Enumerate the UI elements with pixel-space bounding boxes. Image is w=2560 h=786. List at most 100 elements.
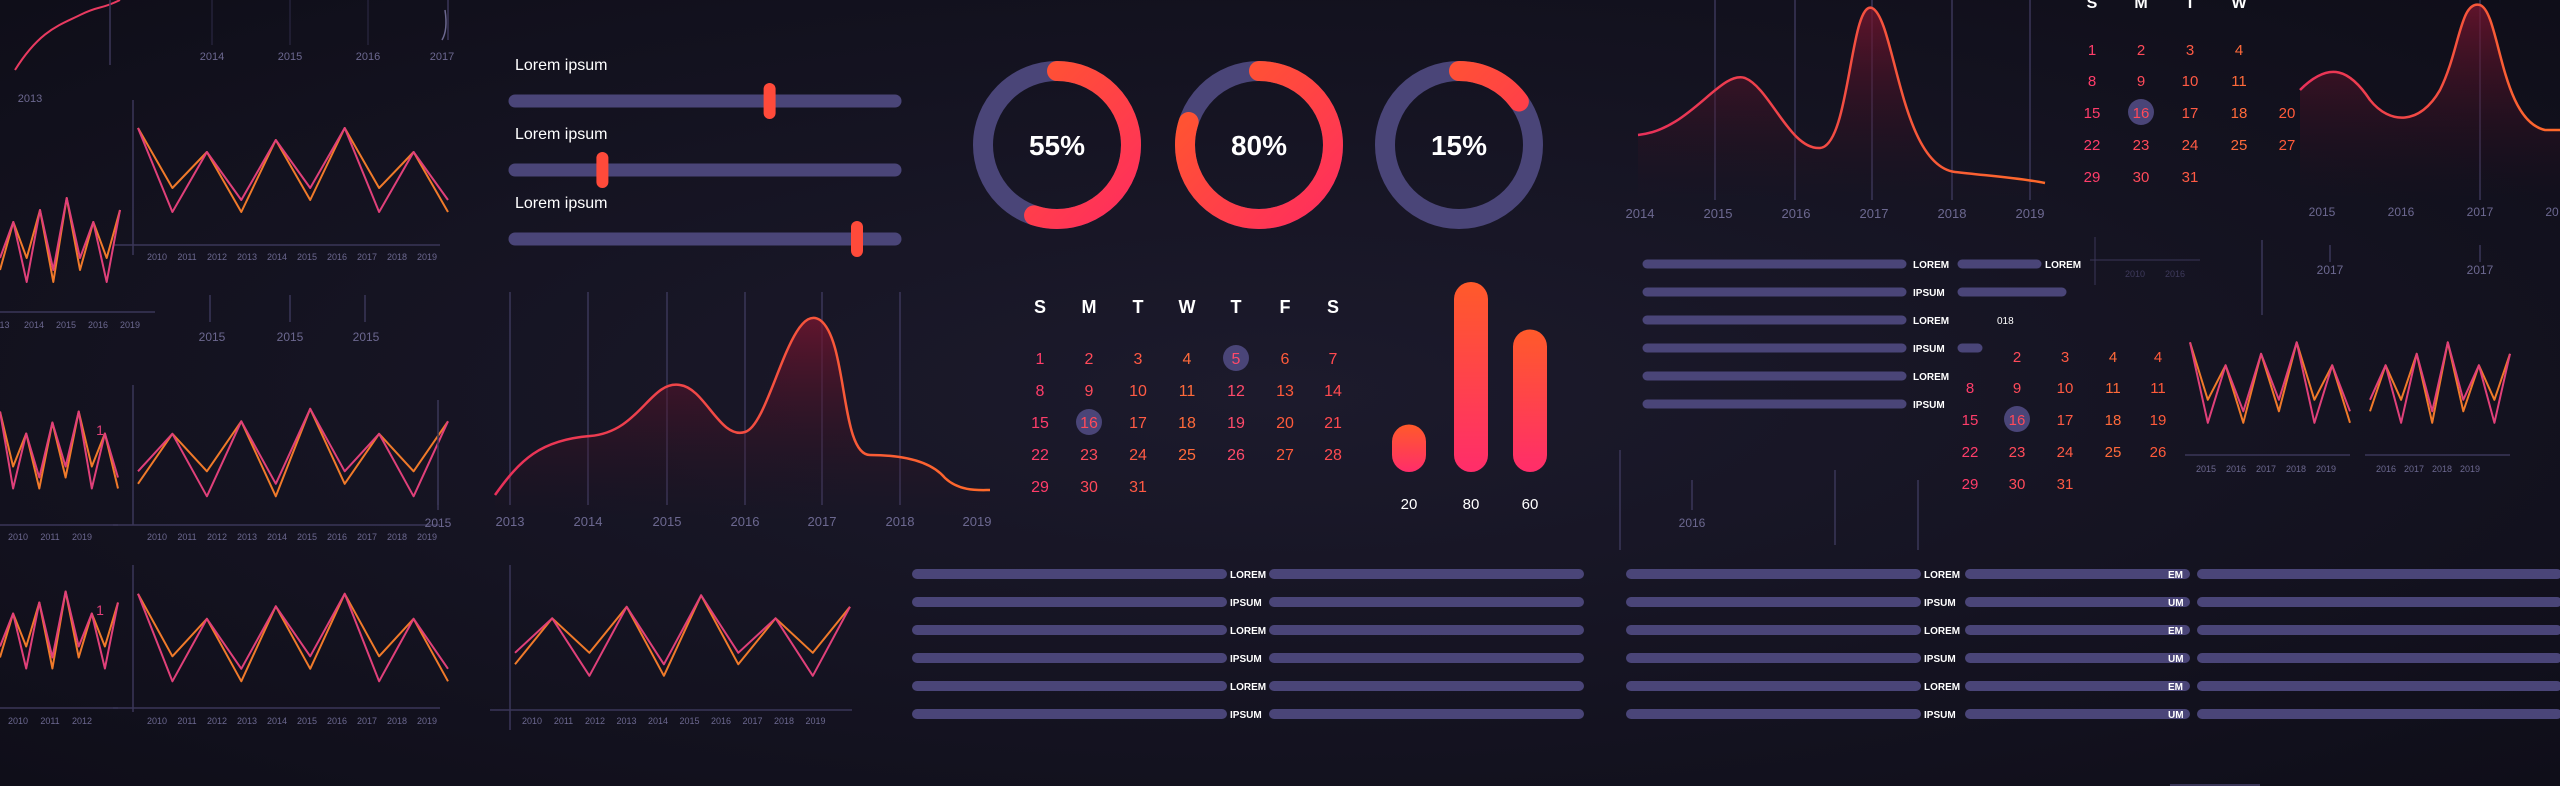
calendar-day[interactable]: 21 xyxy=(1324,415,1342,432)
calendar-day[interactable]: 23 xyxy=(2009,444,2026,461)
calendar-day[interactable]: 17 xyxy=(1129,415,1147,432)
calendar-day[interactable]: 17 xyxy=(2182,105,2199,122)
weekday-label: T xyxy=(1133,297,1144,317)
calendar-day[interactable]: 9 xyxy=(2137,73,2145,90)
calendar-day[interactable]: 25 xyxy=(2231,137,2248,154)
year-tick: 2017 xyxy=(357,532,377,542)
calendar-day[interactable]: 24 xyxy=(1129,447,1147,464)
year-tick: 2015 xyxy=(297,252,317,262)
calendar-day[interactable]: 26 xyxy=(2150,444,2167,461)
calendar-day[interactable]: 1 xyxy=(2088,42,2096,59)
calendar-day[interactable]: 10 xyxy=(2182,73,2199,90)
calendar-day[interactable]: 31 xyxy=(2182,169,2199,186)
calendar-day[interactable]: 1 xyxy=(1036,351,1045,368)
year-tick: 2014 xyxy=(24,320,44,330)
calendar-day[interactable]: 16 xyxy=(2009,412,2026,429)
slider-handle[interactable] xyxy=(763,83,776,119)
calendar-day[interactable]: 7 xyxy=(1329,351,1338,368)
year-label: 2015 xyxy=(277,330,304,344)
year-tick: 2017 xyxy=(2467,205,2494,219)
calendar-day[interactable]: 11 xyxy=(2105,380,2121,397)
donut-group: 55% 80% 15% xyxy=(973,61,1543,229)
calendar-day[interactable]: 4 xyxy=(2235,42,2243,59)
calendar-day[interactable]: 15 xyxy=(1962,412,1979,429)
calendar-day[interactable]: 29 xyxy=(1962,476,1979,493)
calendar-day[interactable]: 22 xyxy=(1962,444,1979,461)
weekday-label: M xyxy=(2134,0,2147,12)
calendar-day[interactable]: 17 xyxy=(2057,412,2074,429)
calendar-day[interactable]: 10 xyxy=(2057,380,2074,397)
calendar-day[interactable]: 4 xyxy=(2154,349,2162,366)
year-tick: 20 xyxy=(2545,205,2559,219)
calendar-day[interactable]: 12 xyxy=(1227,383,1245,400)
calendar-day[interactable]: 27 xyxy=(1276,447,1294,464)
calendar-day[interactable]: 3 xyxy=(2061,349,2069,366)
year-tick: 2011 xyxy=(554,716,573,726)
calendar-day[interactable]: 15 xyxy=(2084,105,2101,122)
calendar-day[interactable]: 31 xyxy=(1129,479,1147,496)
calendar-day[interactable]: 25 xyxy=(1178,447,1196,464)
calendar-day[interactable]: 2 xyxy=(2137,42,2145,59)
calendar-day[interactable]: 19 xyxy=(2150,412,2167,429)
calendar-day[interactable]: 8 xyxy=(2088,73,2096,90)
calendar-day[interactable]: 23 xyxy=(2133,137,2150,154)
progress-label: EM xyxy=(2168,682,2183,693)
calendar-day[interactable]: 22 xyxy=(2084,137,2101,154)
day-highlight xyxy=(1223,345,1249,371)
calendar-day[interactable]: 27 xyxy=(2279,137,2296,154)
calendar-day[interactable]: 26 xyxy=(1227,447,1245,464)
calendar-day[interactable]: 11 xyxy=(1179,383,1196,400)
calendar-day[interactable]: 16 xyxy=(2133,105,2150,122)
day-highlight xyxy=(2004,406,2030,432)
calendar-day[interactable]: 2 xyxy=(1085,351,1094,368)
donut-arc xyxy=(1375,61,1543,229)
calendar-day[interactable]: 3 xyxy=(2186,42,2194,59)
calendar-day[interactable]: 15 xyxy=(1031,415,1049,432)
calendar-day[interactable]: 6 xyxy=(1281,351,1290,368)
calendar-day[interactable]: 4 xyxy=(2109,349,2117,366)
year-tick: 2018 xyxy=(387,716,407,726)
year-tick: 2015 xyxy=(679,716,699,726)
calendar-day[interactable]: 30 xyxy=(1080,479,1098,496)
progress-label: IPSUM xyxy=(1924,654,1956,665)
zigzag-line xyxy=(0,410,119,490)
calendar-day[interactable]: 10 xyxy=(1129,383,1147,400)
calendar-day[interactable]: 29 xyxy=(1031,479,1049,496)
calendar-day[interactable]: 9 xyxy=(1085,383,1094,400)
calendar-day[interactable]: 4 xyxy=(1183,351,1192,368)
calendar-day[interactable]: 8 xyxy=(1966,380,1974,397)
calendar-day[interactable]: 30 xyxy=(2009,476,2026,493)
calendar-day[interactable]: 20 xyxy=(2279,105,2296,122)
year-tick: 2012 xyxy=(585,716,605,726)
calendar-day[interactable]: 8 xyxy=(1036,383,1045,400)
calendar-day[interactable]: 16 xyxy=(1080,415,1098,432)
calendar-day[interactable]: 11 xyxy=(2150,380,2166,397)
calendar-day[interactable]: 24 xyxy=(2057,444,2074,461)
calendar-day[interactable]: 23 xyxy=(1080,447,1098,464)
calendar-day[interactable]: 18 xyxy=(2231,105,2248,122)
calendar-day[interactable]: 31 xyxy=(2057,476,2074,493)
slider-handle[interactable] xyxy=(851,221,863,257)
calendar-day[interactable]: 20 xyxy=(1276,415,1294,432)
calendar-day[interactable]: 25 xyxy=(2105,444,2122,461)
calendar-day[interactable]: 11 xyxy=(2231,73,2247,90)
calendar-day[interactable]: 5 xyxy=(1232,351,1241,368)
calendar-day[interactable]: 18 xyxy=(1178,415,1196,432)
calendar-day[interactable]: 19 xyxy=(1227,415,1245,432)
calendar-day[interactable]: 9 xyxy=(2013,380,2021,397)
calendar-day[interactable]: 30 xyxy=(2133,169,2150,186)
calendar-day[interactable]: 22 xyxy=(1031,447,1049,464)
calendar-day[interactable]: 13 xyxy=(1276,383,1294,400)
calendar-day[interactable]: 2 xyxy=(2013,349,2021,366)
calendar-day[interactable]: 24 xyxy=(2182,137,2199,154)
calendar-day[interactable]: 14 xyxy=(1324,383,1342,400)
calendar-day[interactable]: 28 xyxy=(1324,447,1342,464)
year-tick: 2011 xyxy=(177,252,196,262)
calendar-day[interactable]: 18 xyxy=(2105,412,2122,429)
progress-label: IPSUM xyxy=(1924,598,1956,609)
calendar-day[interactable]: 3 xyxy=(1134,351,1143,368)
slider-handle[interactable] xyxy=(596,152,609,188)
calendar-day[interactable]: 29 xyxy=(2084,169,2101,186)
progress-mid-right: LOREM IPSUM LOREM IPSUM LOREM IPSUM LOREM 018 xyxy=(1642,259,2081,411)
